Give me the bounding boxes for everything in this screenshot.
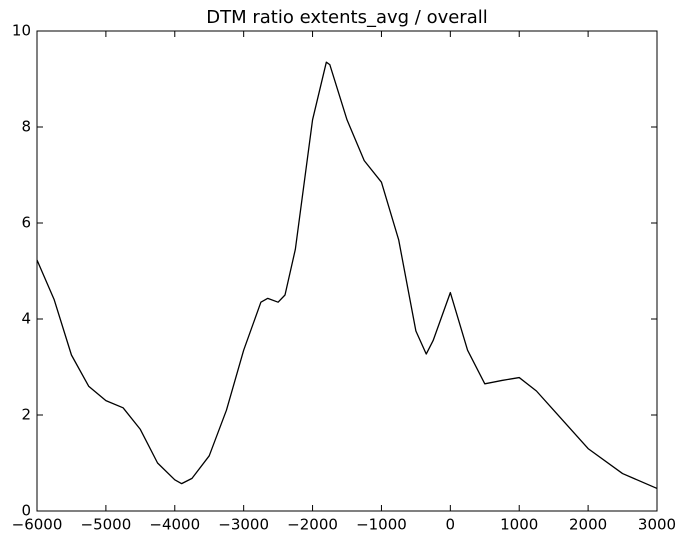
chart-title: DTM ratio extents_avg / overall bbox=[206, 7, 488, 28]
y-tick-label: 6 bbox=[21, 214, 31, 232]
x-tick-label: −6000 bbox=[12, 516, 63, 534]
y-tick-label: 8 bbox=[21, 118, 31, 136]
y-tick-label: 2 bbox=[21, 406, 31, 424]
data-line bbox=[36, 61, 658, 490]
x-tick-label: 1000 bbox=[500, 516, 538, 534]
plot-frame bbox=[36, 30, 658, 512]
x-tick-label: −5000 bbox=[81, 516, 132, 534]
y-tick-label: 10 bbox=[12, 22, 31, 40]
x-tick-label: 3000 bbox=[638, 516, 676, 534]
y-tick-label: 4 bbox=[21, 310, 31, 328]
x-tick-label: 2000 bbox=[569, 516, 607, 534]
x-tick-label: −1000 bbox=[356, 516, 407, 534]
y-tick-label: 0 bbox=[21, 502, 31, 520]
x-tick-label: −4000 bbox=[149, 516, 200, 534]
x-tick-label: −2000 bbox=[287, 516, 338, 534]
x-tick-label: 0 bbox=[446, 516, 456, 534]
x-tick-label: −3000 bbox=[218, 516, 269, 534]
